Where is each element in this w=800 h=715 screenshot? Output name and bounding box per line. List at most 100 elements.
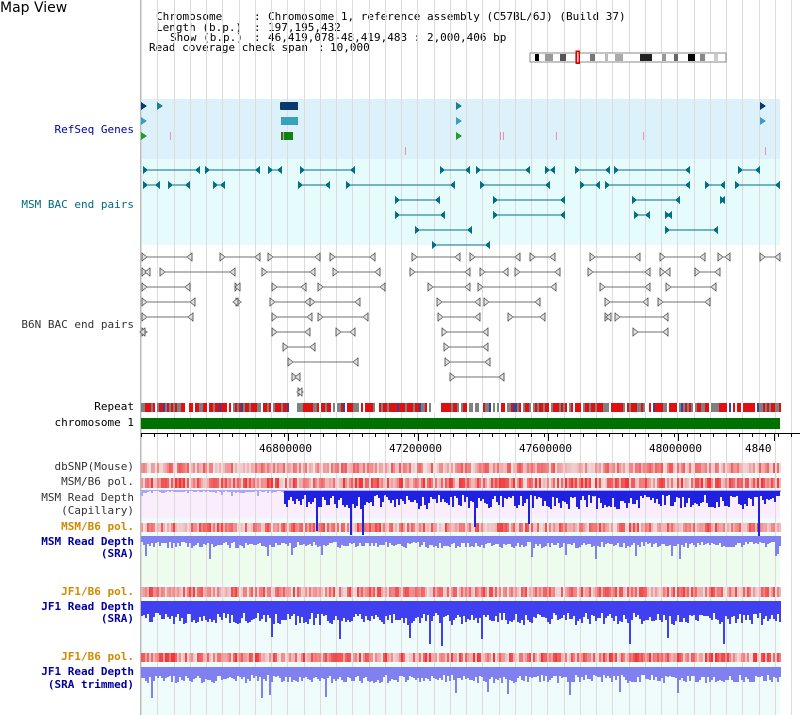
gene-arrow [141,102,147,110]
capillary-depth-bar [392,491,394,500]
jf1-depth-bar [297,601,299,616]
msm-pol-cell [257,478,259,488]
jf1-trimmed-depth-bar [647,667,649,679]
jf1-depth-bar [587,601,589,619]
msm-pol-cell [289,478,291,488]
jf1-trimmed-depth-bar [293,667,295,680]
repeat-segment [269,403,271,412]
jf1-depth-bar [431,601,433,621]
jf1-depth-bar [413,601,415,621]
dbsnp-cell [635,463,637,473]
jf1-pol-cell [517,587,519,597]
msm-pol-cell [503,478,505,488]
jf1-depth-bar [537,601,539,614]
msm-pol-cell [343,478,345,488]
dbsnp-cell [509,463,511,473]
jf1-pol2-cell [211,653,213,662]
dbsnp-cell [569,463,571,473]
jf1-pol-cell [461,587,463,597]
jf1-trimmed-depth-bar [189,667,191,681]
dbsnp-cell [609,463,611,473]
jf1-pol-cell [307,587,309,597]
msm-pol2-cell [655,523,657,532]
msm-sra-depth-bar [221,536,223,545]
msm-pol2-cell [353,523,355,532]
chromosome-ideogram[interactable] [529,50,727,64]
b6n-bac-end-pairs[interactable] [139,252,781,397]
jf1-trimmed-depth-bar [303,667,305,678]
b6n-bac-end-arrow [549,252,556,262]
track-label-msm-bac[interactable]: MSM BAC end pairs [21,198,134,211]
jf1-depth-bar [219,601,221,617]
capillary-depth-bar [295,490,297,491]
b6n-bac-end-arrow [444,357,451,367]
jf1-depth-bar [307,601,309,624]
b6n-bac-end-arrow [282,342,289,352]
capillary-depth-bar [480,491,482,501]
jf1-pol2-cell [195,653,197,662]
dbsnp-cell [427,463,429,473]
msm-pol-cell [775,478,777,488]
msm-pol-cell [535,478,537,488]
jf1-pol-cell [391,587,393,597]
jf1-pol-cell [763,587,765,597]
jf1-trimmed-depth-bar [323,667,325,679]
jf1-depth-bar [585,601,587,613]
repeat-segment [687,403,689,412]
jf1-pol2-cell [623,653,625,662]
msm-sra-depth-bar [585,536,587,545]
jf1-depth-bar [479,601,481,618]
jf1-pol-cell [587,587,589,597]
refseq-gene-features[interactable] [141,102,766,155]
jf1-pol2-cell [711,653,713,662]
repeat-segment [471,403,473,412]
msm-sra-depth-bar [727,536,729,547]
msm-pol-cell [611,478,613,488]
jf1-pol2-cell [391,653,393,662]
msm-sra-depth-bar [321,536,323,555]
msm-pol2-cell [251,523,253,532]
jf1-depth-bar [641,601,643,624]
msm-pol2-cell [415,523,417,532]
msm-pol-cell [369,478,371,488]
dbsnp-cell [285,463,287,473]
msm-bac-end-pairs[interactable] [143,166,780,249]
jf1-pol2-cell [735,653,737,662]
jf1-depth-bar [295,601,297,625]
capillary-depth-bar [468,491,470,508]
jf1-pol2-cell [537,653,539,662]
capillary-depth-bar [535,490,537,491]
repeat-segment [361,403,363,412]
msm-pol-cell [561,478,563,488]
msm-sra-depth-bar [163,536,165,543]
repeat-segment [539,403,541,412]
jf1-pol2-cell [695,653,697,662]
capillary-depth-bar [650,491,652,500]
msm-sra-depth-bar [463,536,465,543]
capillary-depth-bar [159,490,161,492]
dbsnp-cell [337,463,339,473]
msm-sra-depth-bar [499,536,501,547]
jf1-depth-bar [473,601,475,620]
msm-sra-depth-bar [489,536,491,543]
msm-sra-depth-bar [169,536,171,542]
jf1-pol2-cell [613,653,615,662]
msm-pol-cell [413,478,415,488]
jf1-pol-cell [523,587,525,597]
capillary-depth-bar [187,490,189,493]
repeat-segment [493,403,495,412]
capillary-depth-bar [281,490,283,492]
repeat-segment [585,403,587,412]
msm-pol2-cell [565,523,567,532]
dbsnp-cell [273,463,275,473]
repeat-segment [599,403,601,412]
jf1-trimmed-depth-bar [507,667,509,694]
dbsnp-cell [587,463,589,473]
track-label-refseq[interactable]: RefSeq Genes [54,123,134,136]
track-label-b6n-bac[interactable]: B6N BAC end pairs [21,318,134,331]
msm-sra-depth-bar [443,536,445,546]
repeat-segment [569,403,571,412]
msm-pol-cell [165,478,167,488]
dbsnp-cell [173,463,175,473]
